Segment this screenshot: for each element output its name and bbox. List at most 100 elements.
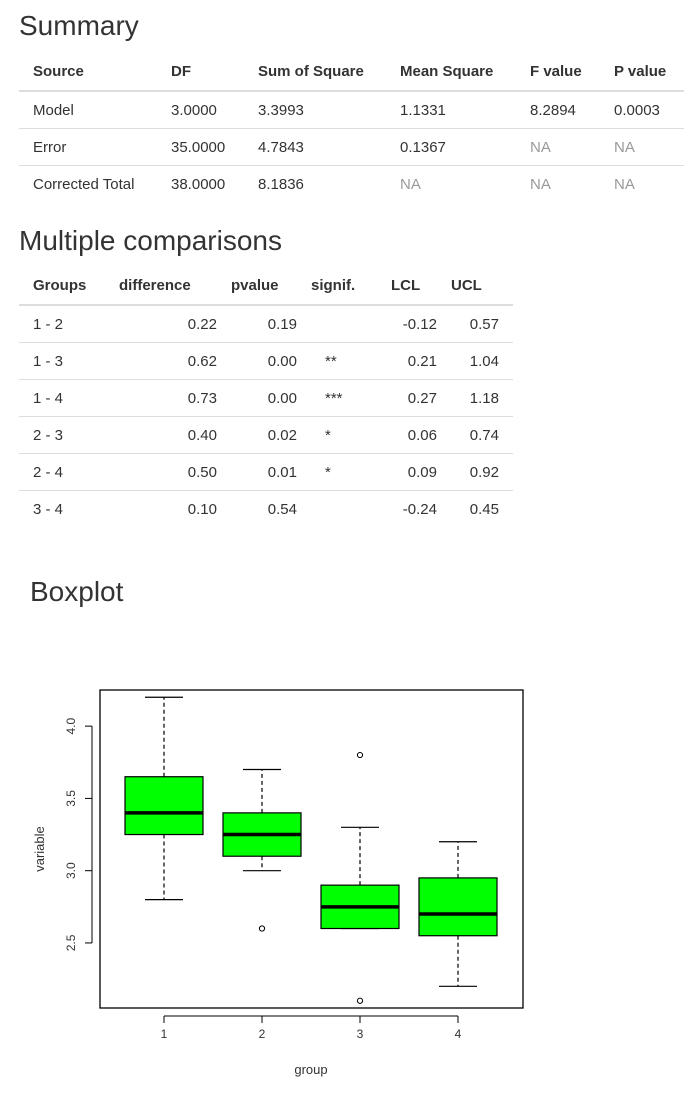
x-tick-label: 1 — [161, 1027, 168, 1041]
table-cell: 3 - 4 — [19, 490, 105, 527]
table-cell: 3.0000 — [171, 101, 217, 119]
table-cell: 0.00 — [217, 379, 297, 417]
x-tick-label: 4 — [455, 1027, 462, 1041]
table-cell: 3.3993 — [258, 101, 304, 119]
table-cell: 35.0000 — [157, 128, 244, 166]
table-cell: 0.73 — [105, 379, 217, 417]
table-cell: 8.1836 — [244, 165, 386, 202]
table-cell — [297, 305, 377, 343]
plot-frame — [99, 689, 524, 1009]
table-cell: 8.2894 — [530, 101, 576, 119]
table-row: 1 - 2 0.22 0.19 -0.12 0.57 — [19, 305, 513, 343]
table-cell: *** — [297, 379, 377, 417]
table-cell: Model — [33, 101, 74, 119]
table-cell: 0.54 — [217, 490, 297, 527]
table-cell: NA — [386, 165, 516, 202]
outlier-point — [258, 925, 266, 932]
outlier-point — [356, 997, 364, 1004]
table-row: Error 35.0000 4.7843 0.1367 NA NA — [19, 128, 684, 166]
table-cell: 0.02 — [217, 416, 297, 454]
table-cell: 0.50 — [105, 453, 217, 491]
table-cell: NA — [600, 165, 684, 202]
comparisons-col-difference: difference — [105, 266, 217, 306]
table-cell: 0.45 — [437, 490, 513, 527]
table-cell: 0.27 — [377, 379, 437, 417]
boxplot-axes: 2.5 3.0 3.5 4.0 1 2 3 4 group variable — [32, 689, 524, 1077]
table-cell: 38.0000 — [157, 165, 244, 202]
table-row: Model 3.0000 3.3993 1.1331 8.2894 0.0003 — [19, 91, 684, 129]
summary-table: Source DF Sum of Square Mean Square F va… — [19, 52, 684, 202]
multiple-comparisons-table: Groups difference pvalue signif. LCL UCL… — [19, 266, 513, 527]
summary-heading: Summary — [19, 10, 139, 41]
table-cell: -0.24 — [377, 490, 437, 527]
table-cell: 0.92 — [437, 453, 513, 491]
table-cell: 0.21 — [377, 342, 437, 380]
table-row: 2 - 4 0.50 0.01 * 0.09 0.92 — [19, 453, 513, 491]
table-row: 1 - 4 0.73 0.00 *** 0.27 1.18 — [19, 379, 513, 417]
table-cell: ** — [297, 342, 377, 380]
table-cell: 1 - 2 — [33, 315, 64, 333]
table-cell: 4.7843 — [244, 128, 386, 166]
table-cell: 0.09 — [377, 453, 437, 491]
table-cell: NA — [516, 165, 600, 202]
summary-col-sum-of-square: Sum of Square — [244, 52, 386, 92]
table-cell: * — [297, 453, 377, 491]
table-cell: 0.10 — [105, 490, 217, 527]
comparisons-header-row: Groups difference pvalue signif. LCL UCL — [19, 266, 513, 306]
table-row: 2 - 3 0.40 0.02 * 0.06 0.74 — [19, 416, 513, 454]
table-cell: NA — [516, 128, 600, 166]
y-tick-label: 3.0 — [64, 862, 78, 879]
table-cell: 1 - 4 — [19, 379, 105, 417]
multiple-comparisons-heading: Multiple comparisons — [19, 225, 282, 256]
table-cell: 0.06 — [377, 416, 437, 454]
comparisons-col-lcl: LCL — [377, 266, 437, 306]
boxplot-heading: Boxplot — [30, 576, 124, 607]
table-cell: 1.04 — [437, 342, 513, 380]
summary-col-f-value: F value — [516, 52, 600, 92]
outlier-point — [356, 751, 364, 759]
table-row: 3 - 4 0.10 0.54 -0.24 0.45 — [19, 490, 513, 527]
table-cell: 0.40 — [105, 416, 217, 454]
table-cell — [297, 490, 377, 527]
table-cell: Corrected Total — [19, 165, 157, 202]
table-cell: 2 - 4 — [19, 453, 105, 491]
x-tick-label: 3 — [357, 1027, 364, 1041]
boxplot-chart: 2.5 3.0 3.5 4.0 1 2 3 4 group variable — [32, 689, 524, 1077]
summary-col-mean-square: Mean Square — [386, 52, 516, 92]
y-tick-label: 2.5 — [64, 934, 78, 951]
summary-header-row: Source DF Sum of Square Mean Square F va… — [19, 52, 684, 92]
summary-col-df: DF — [157, 52, 244, 92]
comparisons-col-signif: signif. — [297, 266, 377, 306]
table-row: 1 - 3 0.62 0.00 ** 0.21 1.04 — [19, 342, 513, 380]
summary-col-source: Source — [19, 52, 157, 92]
table-cell: 0.22 — [187, 315, 217, 333]
table-cell: 0.57 — [469, 315, 499, 333]
y-axis-label: variable — [32, 826, 47, 872]
x-tick-label: 2 — [259, 1027, 266, 1041]
table-cell: 0.0003 — [614, 101, 660, 119]
box-group-4 — [418, 877, 498, 937]
table-cell: 0.01 — [217, 453, 297, 491]
table-cell: 0.00 — [217, 342, 297, 380]
table-cell: NA — [600, 128, 684, 166]
table-cell: 0.74 — [437, 416, 513, 454]
comparisons-col-groups: Groups — [19, 266, 105, 306]
table-cell: 1.1331 — [400, 101, 446, 119]
y-tick-label: 3.5 — [64, 790, 78, 807]
table-cell: 0.1367 — [386, 128, 516, 166]
table-cell: 0.62 — [105, 342, 217, 380]
table-cell: * — [297, 416, 377, 454]
table-cell: 0.19 — [267, 315, 297, 333]
table-cell: -0.12 — [402, 315, 437, 333]
table-cell: 1.18 — [437, 379, 513, 417]
table-row: Corrected Total 38.0000 8.1836 NA NA NA — [19, 165, 684, 202]
table-cell: Error — [19, 128, 157, 166]
summary-col-p-value: P value — [600, 52, 684, 92]
table-cell: 2 - 3 — [19, 416, 105, 454]
table-cell: 1 - 3 — [19, 342, 105, 380]
comparisons-col-ucl: UCL — [437, 266, 513, 306]
boxplot-marks — [124, 696, 498, 1004]
box-group-1 — [124, 776, 204, 836]
x-axis-label: group — [294, 1062, 327, 1077]
comparisons-col-pvalue: pvalue — [217, 266, 297, 306]
